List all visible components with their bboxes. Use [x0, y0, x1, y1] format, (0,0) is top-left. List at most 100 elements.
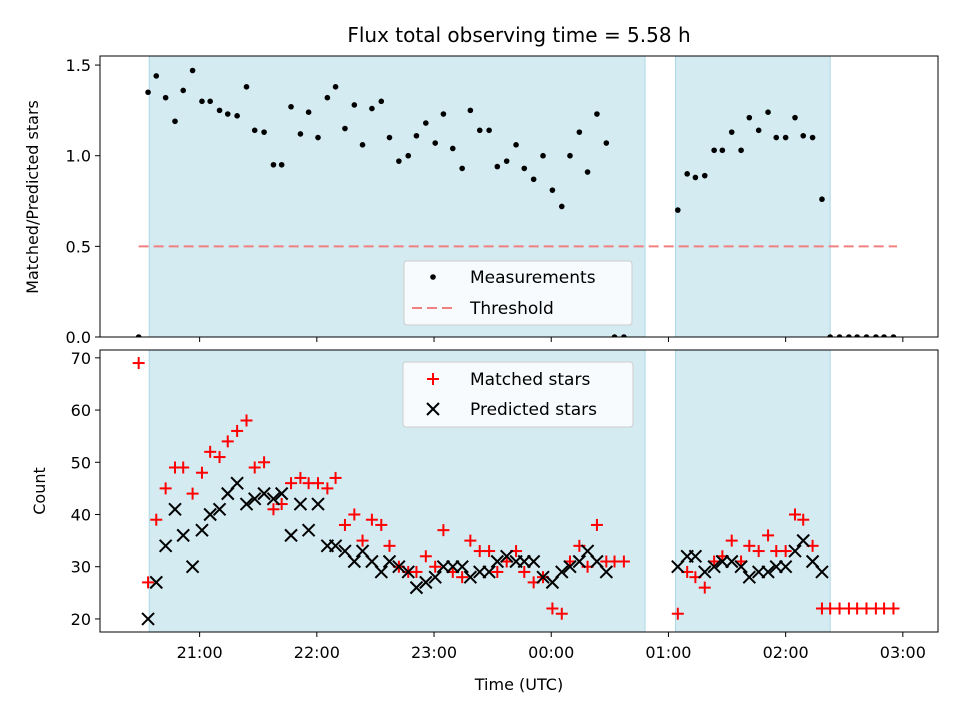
legend-measurements-label: Measurements	[470, 268, 596, 288]
predicted-stars-point	[482, 565, 496, 579]
matched-stars-point	[221, 435, 234, 448]
measurements-point	[621, 334, 627, 337]
measurements-point	[836, 334, 843, 337]
measurements-point	[765, 109, 771, 115]
predicted-stars-point	[168, 502, 182, 516]
measurements-point	[234, 113, 240, 119]
x-tick-label: 03:00	[880, 643, 926, 662]
y-tick-label: 60	[71, 401, 91, 420]
measurements-point	[476, 127, 483, 134]
predicted-stars-point	[248, 492, 262, 506]
predicted-stars-point	[742, 570, 757, 584]
measurements-point	[297, 131, 304, 137]
x-tick-label: 22:00	[294, 643, 340, 662]
matched-stars-point	[887, 602, 900, 615]
measurements-point	[530, 176, 537, 183]
measurements-point	[873, 334, 879, 337]
predicted-stars-point	[788, 544, 802, 558]
matched-stars-point	[348, 508, 361, 521]
legend-predicted-marker	[426, 402, 440, 416]
matched-stars-point	[419, 550, 432, 563]
measurements-point	[611, 334, 618, 337]
measurements-point	[755, 127, 762, 134]
matched-stars-point	[321, 482, 334, 495]
x-tick-label: 02:00	[763, 643, 809, 662]
y-tick-label: 40	[71, 506, 91, 525]
matched-stars-point	[797, 513, 810, 526]
x-tick-label: 01:00	[645, 643, 691, 662]
y-tick-label: 0.0	[66, 328, 91, 347]
matched-stars-point	[752, 545, 765, 558]
measurements-point	[305, 109, 312, 115]
measurements-point	[172, 118, 178, 125]
matched-stars-point	[375, 518, 388, 531]
bottom-panel-frame	[99, 349, 939, 633]
bottom-panel: 20 30 40 50 60 70 21:00 22:00 23:00 00:00 01:00 02…	[30, 349, 939, 694]
measurements-point	[719, 147, 726, 154]
predicted-stars-point	[257, 486, 271, 501]
matched-stars-point	[356, 534, 369, 547]
matched-stars-point	[311, 477, 324, 490]
measurements-point	[216, 107, 223, 114]
measurements-point	[576, 129, 583, 135]
y-tick-label: 1.5	[66, 56, 91, 75]
predicted-stars-point	[463, 570, 478, 584]
matched-stars-point	[177, 461, 190, 474]
predicted-stars-point	[176, 528, 190, 543]
top-panel-frame	[99, 55, 939, 338]
measurements-point	[145, 89, 151, 96]
measurements-point	[603, 140, 610, 146]
measurements-point	[584, 169, 591, 175]
measurements-point	[467, 107, 474, 114]
predicted-stars-point	[195, 523, 209, 537]
legend-matched-label: Matched stars	[470, 370, 590, 390]
predicted-stars-point	[149, 575, 163, 590]
measurements-point	[153, 73, 160, 79]
y-tick-label: 30	[71, 558, 91, 577]
predicted-stars-point	[490, 554, 505, 569]
predicted-stars-point	[374, 565, 388, 579]
measurements-point	[432, 140, 439, 146]
measurements-point	[675, 207, 681, 213]
matched-stars-point	[491, 565, 504, 578]
measurements-point	[809, 134, 816, 141]
measurements-point	[396, 158, 402, 164]
measurements-point	[423, 120, 429, 126]
measurements-point	[486, 127, 492, 134]
measurements-point	[594, 111, 600, 117]
predicted-stars-point	[401, 565, 415, 579]
measurements-point	[369, 105, 375, 112]
x-axis-label: Time (UTC)	[474, 675, 563, 694]
matched-stars-point	[429, 560, 442, 573]
predicted-stars-point	[555, 565, 569, 579]
measurements-point	[189, 67, 196, 74]
matched-stars-point	[483, 545, 496, 558]
matched-stars-point	[186, 487, 199, 500]
predicted-stars-point	[572, 554, 587, 569]
matched-stars-point	[150, 513, 163, 526]
matched-stars-point	[294, 471, 307, 484]
measurements-point	[207, 98, 213, 105]
matched-stars-point	[546, 602, 559, 615]
measurements-point	[558, 203, 565, 210]
measurements-point	[332, 84, 339, 90]
measurements-point	[224, 111, 231, 117]
predicted-stars-point	[599, 565, 614, 579]
measurements-point	[692, 174, 699, 181]
x-tick-label: 21:00	[177, 643, 223, 662]
measurements-point	[890, 334, 897, 337]
matched-stars-point	[248, 461, 261, 474]
y-tick-label: 20	[71, 610, 91, 629]
predicted-stars-point	[707, 560, 721, 574]
observing-interval-1	[675, 56, 831, 337]
x-tick-label: 00:00	[528, 643, 574, 662]
measurements-point	[540, 152, 546, 159]
matched-stars-point	[142, 576, 155, 589]
matched-stars-point	[159, 482, 172, 495]
x-tick-label: 23:00	[411, 643, 457, 662]
matched-stars-point	[410, 565, 423, 578]
bottom-legend: Matched stars Predicted stars	[402, 361, 634, 428]
y-tick-label: 0.5	[66, 237, 91, 256]
predicted-stars-point	[761, 565, 775, 579]
